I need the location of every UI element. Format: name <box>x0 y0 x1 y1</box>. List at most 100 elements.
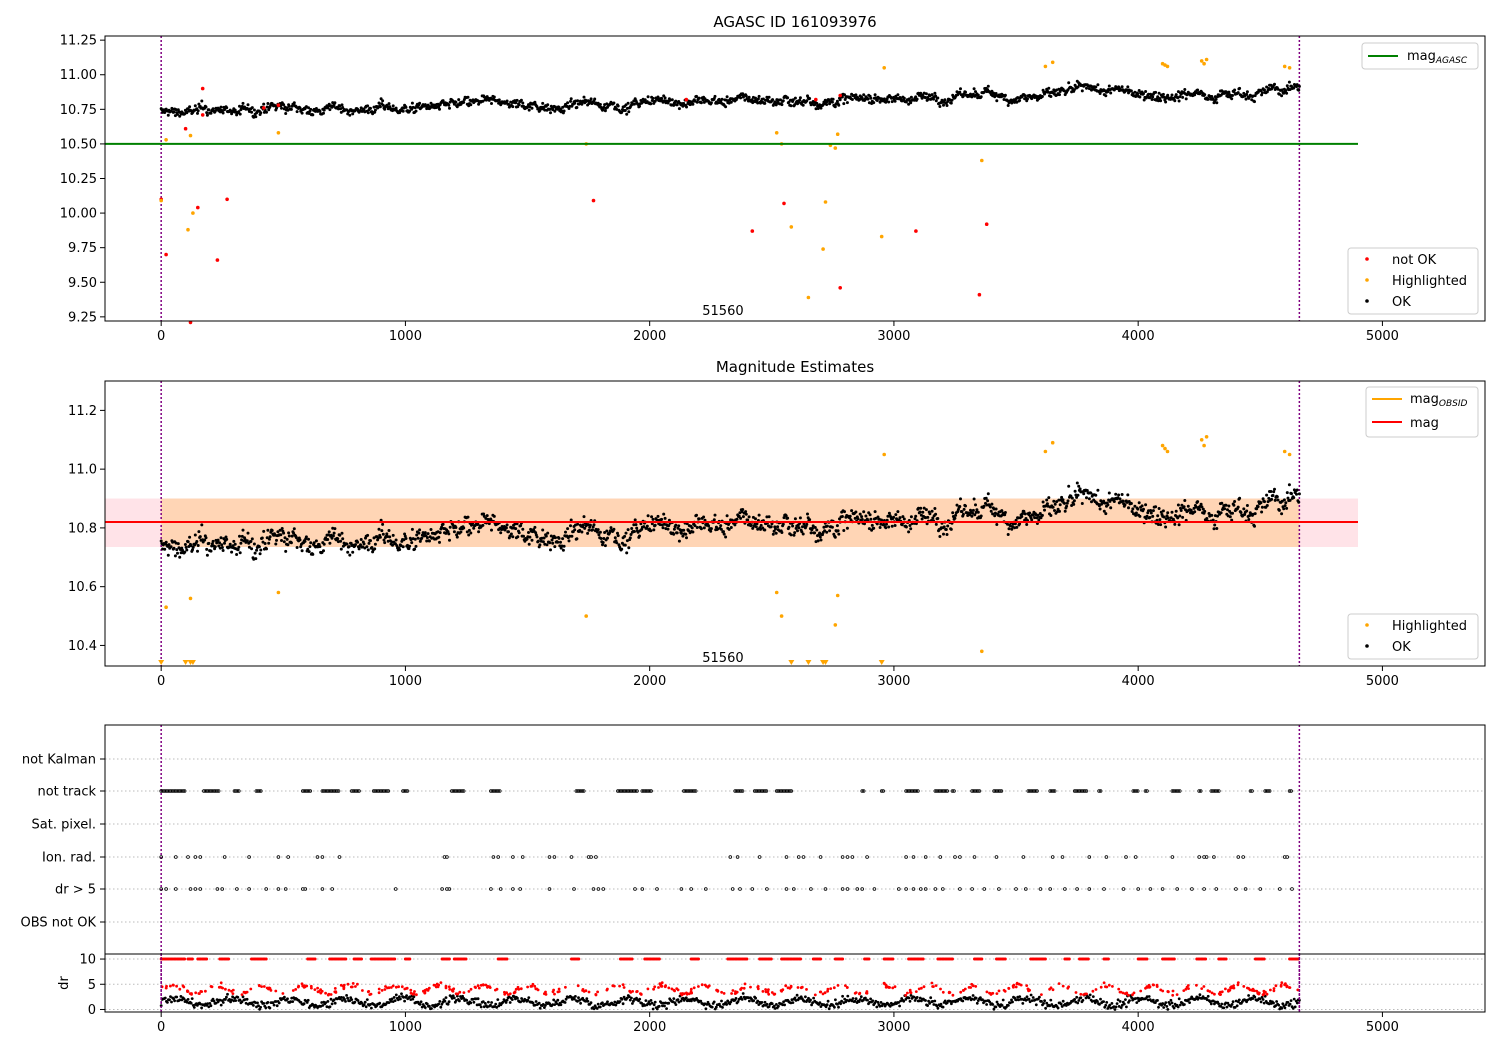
magnitude-ok-point-907 <box>805 522 809 526</box>
magnitude-ok-point-190 <box>294 536 298 540</box>
magnitude-ok-point-950 <box>835 524 839 528</box>
magnitude-ok-point-276 <box>356 540 360 544</box>
dr-ok-point-869 <box>1059 1002 1063 1006</box>
magnitude-ok-point-343 <box>403 534 407 538</box>
magnitude-ok-point-911 <box>808 518 812 522</box>
agasc-ok-point-1294 <box>1080 89 1084 93</box>
agasc-not-ok-point-10 <box>782 201 786 206</box>
magnitude-ok-point-548 <box>549 534 553 538</box>
magnitude-ok-point-494 <box>511 535 515 539</box>
dr-ok-point-682 <box>866 998 869 1002</box>
magnitude-legend-bottom[interactable]: Highlighted OK <box>1347 613 1479 660</box>
dr-ok-point-196 <box>362 1003 366 1007</box>
flags-not-track-mark-1-235 <box>216 789 221 793</box>
dr-not-ok-point-36 <box>240 993 244 996</box>
flags-dr-5-mark-39 <box>765 887 769 891</box>
magnitude-ok-point-1083 <box>930 509 934 513</box>
flags-category-label-3: Ion. rad. <box>42 851 96 866</box>
magnitude-ok-point-195 <box>298 538 302 542</box>
magnitude-ok-point-1263 <box>1058 503 1062 507</box>
dr-ok-point-495 <box>672 997 676 1000</box>
magnitude-ok-point-1018 <box>884 526 888 530</box>
dr-ok-point-836 <box>1025 995 1029 999</box>
magnitude-ok-point-1369 <box>1134 513 1138 517</box>
magnitude-ok-point-987 <box>862 510 866 514</box>
agasc-ok-point-657 <box>627 110 631 114</box>
magnitude-ok-point-133 <box>254 557 258 561</box>
agasc-ok-point-1091 <box>936 96 940 100</box>
magnitude-ok-point-653 <box>624 531 628 535</box>
flags-dr-5-mark-25 <box>547 887 552 891</box>
agasc-ok-point-1250 <box>1049 95 1053 98</box>
magnitude-ok-point-82 <box>218 541 221 545</box>
magnitude-ok-point-1165 <box>988 505 992 509</box>
agasc-marks <box>105 36 1358 325</box>
flags-not-track-mark-1-229 <box>215 789 219 793</box>
agasc-not-ok-point-8 <box>591 198 596 203</box>
magnitude-ok-point-64 <box>205 547 209 551</box>
agasc-legend-bottom[interactable]: not OK Highlighted OK <box>1347 247 1479 315</box>
magnitude-ok-point-1038 <box>898 516 902 520</box>
flags-not-track-mark-23-3350 <box>977 789 982 793</box>
magnitude-ok-point-108 <box>236 548 240 552</box>
flags-not-track-mark-32-4256 <box>1198 789 1203 793</box>
dr-ok-point-26 <box>186 998 190 1001</box>
agasc-ok-point-1504 <box>1230 97 1234 101</box>
magnitude-ok-point-50 <box>195 540 199 543</box>
flags-dr-5-mark-24 <box>518 887 522 891</box>
dr-ok-point-853 <box>1043 999 1046 1003</box>
flags-not-track-mark-3-408 <box>258 789 263 793</box>
agasc-ok-point-1456 <box>1196 88 1200 92</box>
magnitude-ok-point-174 <box>283 536 287 540</box>
agasc-ok-point-782 <box>716 101 720 105</box>
flags-not-track-mark-24-3434 <box>998 789 1002 793</box>
magnitude-ok-point-5 <box>163 547 167 551</box>
magnitude-ok-point-1431 <box>1178 514 1182 518</box>
magnitude-ok-point-747 <box>691 530 695 534</box>
magnitude-ok-point-140 <box>259 548 263 552</box>
agasc-ok-point-228 <box>322 111 325 115</box>
agasc-ok-point-576 <box>569 97 573 101</box>
agasc-ok-point-508 <box>521 101 525 105</box>
flags-not-track-mark-2-318 <box>237 789 241 793</box>
magnitude-ok-point-14 <box>169 545 173 549</box>
magnitude-ok-point-613 <box>596 530 599 534</box>
magnitude-ok-point-627 <box>606 536 609 540</box>
magnitude-ok-point-290 <box>366 533 370 537</box>
magnitude-legend-top[interactable]: magOBSID mag <box>1365 386 1479 438</box>
agasc-ok-point-793 <box>724 105 728 109</box>
magnitude-ok-point-1244 <box>1045 498 1049 502</box>
magnitude-ok-point-746 <box>690 526 694 530</box>
agasc-ok-point-320 <box>387 102 391 106</box>
agasc-xtick-label-4000: 4000 <box>1122 329 1155 344</box>
dr-ok-point-211 <box>378 1001 382 1005</box>
magnitude-ok-point-70 <box>209 549 213 553</box>
agasc-legend-top[interactable]: magAGASC <box>1361 42 1479 70</box>
magnitude-ok-point-1003 <box>873 510 877 514</box>
agasc-ok-point-1545 <box>1259 89 1263 92</box>
agasc-ytick-label-2: 9.75 <box>68 241 97 256</box>
magnitude-ok-point-281 <box>359 538 363 541</box>
agasc-not-ok-point-2 <box>183 126 188 131</box>
magnitude-ok-point-979 <box>856 517 860 521</box>
agasc-highlighted-point-9 <box>789 225 794 229</box>
agasc-ok-point-830 <box>750 98 754 102</box>
flags-not-track-mark-18-2876 <box>861 789 866 793</box>
dr-ok-point-645 <box>827 1007 831 1011</box>
magnitude-highlighted-point-2 <box>276 590 281 595</box>
magnitude-ok-point-390 <box>437 535 441 539</box>
flags-ion-rad--mark-58 <box>1285 855 1289 859</box>
magnitude-ok-point-787 <box>719 527 723 531</box>
agasc-not-ok-point-18 <box>838 93 842 98</box>
magnitude-ok-point-985 <box>860 518 864 521</box>
agasc-ok-point-723 <box>674 99 678 103</box>
magnitude-ok-point-364 <box>418 539 422 543</box>
magnitude-ok-point-505 <box>519 524 523 528</box>
dr-ok-point-897 <box>1088 993 1092 997</box>
dr-ok-point-713 <box>898 1004 901 1008</box>
dr-ok-point-1095 <box>1293 1005 1297 1009</box>
dr-not-ok-point-37 <box>576 984 580 988</box>
agasc-ok-point-290 <box>366 104 370 108</box>
dr-ok-point-842 <box>1031 996 1035 999</box>
magnitude-ok-point-1548 <box>1261 497 1265 501</box>
